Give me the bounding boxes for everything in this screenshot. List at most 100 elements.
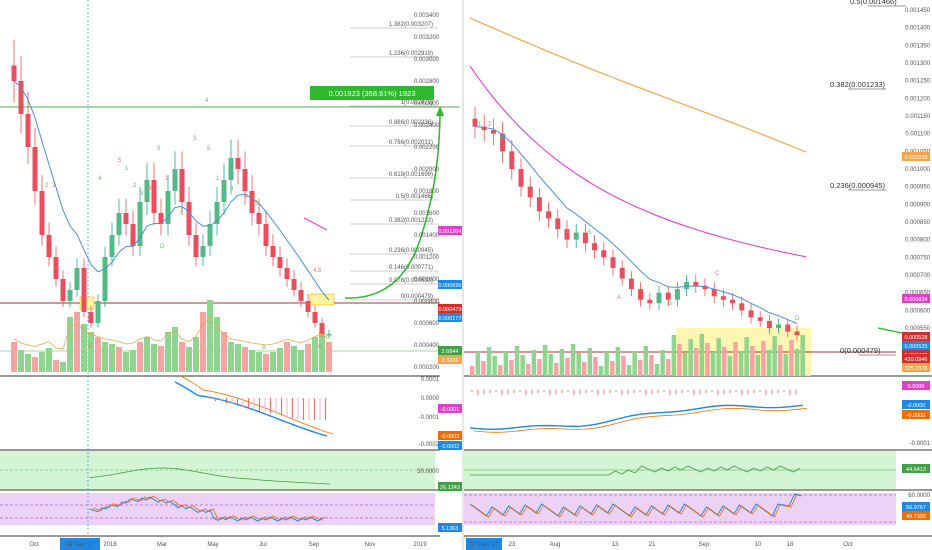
left-volume-bar (116, 347, 122, 372)
right-fib-labels: 0.5(0.001466) 0.382(0.001233) 0.236(0.0009… (830, 0, 906, 356)
left-time-cursor-label: 04 Dec '17 (66, 542, 95, 548)
right-candle-body (766, 320, 772, 328)
left-volume-bar (102, 342, 108, 372)
right-volume-bar (744, 337, 749, 376)
left-candle-body (249, 191, 255, 213)
left-value-badge-text: 2.3226 (442, 358, 459, 364)
left-time-tick: Jul (259, 542, 267, 548)
left-price-tick: 0.001800 (414, 189, 440, 195)
left-candle-body (165, 191, 171, 224)
right-time-tick: Oct (843, 542, 853, 548)
left-candle-body (158, 213, 164, 224)
left-candle-body (256, 213, 262, 224)
left-candle-body (242, 169, 248, 191)
left-volume-bar (319, 332, 325, 372)
right-volume-bar (498, 365, 503, 376)
left-value-badge-text: -0.0002 (441, 434, 460, 440)
right-volume-bar (486, 347, 492, 376)
right-volume-bar (671, 335, 677, 376)
left-wave-count-label: A (88, 344, 92, 350)
left-fib-label: 0.078(0.000633) (389, 278, 433, 284)
left-wave-count-label: 4 (98, 176, 102, 182)
left-wave-count-label: 3 (52, 183, 56, 189)
right-price-tick: 0.001350 (905, 43, 931, 49)
right-volume-bar (492, 356, 497, 376)
left-volume-bar (46, 348, 52, 372)
left-candle-body (39, 191, 45, 235)
left-volume-bar (123, 352, 129, 372)
left-chart-pane[interactable]: 1.382(0.003207) 1.236(0.002919) 1(0.002475… (0, 0, 462, 550)
right-rsi-signal-line (471, 494, 803, 518)
left-candle-body (25, 114, 31, 147)
right-volume-bar (598, 366, 604, 376)
left-volume-ma-line (13, 317, 330, 350)
left-value-badge-text: 26.1243 (440, 485, 460, 491)
left-wave-count-label: 2 (180, 208, 184, 214)
right-green-arrow-line (877, 327, 903, 334)
left-macd-tick: -0.0001 (419, 415, 440, 421)
left-volume-bar (18, 350, 24, 372)
left-candle-body (11, 65, 17, 81)
right-candle-body (647, 299, 653, 304)
left-macd-line (174, 381, 328, 437)
left-candles (11, 39, 332, 338)
right-adx-line (470, 465, 801, 476)
right-candle-body (518, 169, 524, 187)
left-price-tick: 0.003200 (414, 35, 440, 41)
left-wave-count-label: 5 (207, 146, 211, 152)
right-fib-label: 0.5(0.001466) (850, 0, 897, 6)
left-volume-bar (172, 327, 178, 372)
projection-arrow (344, 109, 441, 299)
left-volume-bar (298, 350, 304, 372)
left-candle-body (81, 268, 87, 312)
right-chart-pane[interactable]: 0.5(0.001466) 0.382(0.001233) 0.236(0.0009… (464, 0, 932, 550)
right-value-badge-text: 0.0000 (908, 384, 925, 390)
right-candle-body (674, 289, 680, 300)
left-macd-histogram (209, 398, 327, 420)
left-wave-count-label: 2 (45, 183, 49, 189)
right-candle-body (481, 126, 487, 131)
left-wave-count-label: 1 (125, 166, 129, 172)
right-volume-bar (783, 354, 789, 376)
right-value-badge (902, 381, 930, 390)
right-price-tick: 0.001200 (905, 96, 931, 102)
left-wave-count-label: 1 (216, 176, 220, 182)
left-value-badge (438, 482, 462, 491)
right-volume-bar (615, 347, 621, 376)
right-candle-body (527, 186, 533, 198)
left-candle-body (102, 257, 108, 301)
right-candle-body (656, 292, 662, 304)
right-volume-bar (554, 363, 559, 376)
right-volume-bar (537, 359, 542, 376)
right-price-tick: 0.000800 (905, 238, 931, 244)
right-macd-histogram (471, 390, 797, 395)
right-time-tick: 23 (509, 542, 516, 548)
right-time-axis[interactable]: 23 Aug 13 21 Sep 10 18 Oct 07 Dec '17 (466, 538, 853, 550)
left-macd-tick: 0.0000 (421, 396, 440, 402)
right-candle-body (720, 296, 726, 300)
left-volume-bar (256, 352, 262, 372)
right-value-badge-text: 0.000834 (905, 297, 928, 303)
right-price-tick: 0.000750 (905, 255, 931, 261)
left-price-tick: 0.001200 (414, 255, 440, 261)
left-fib-label: 0.786(0.002031) (389, 140, 433, 146)
left-price-axis[interactable]: 0.003400 0.003200 0.003000 0.002800 0.002600… (414, 13, 440, 475)
left-wave-count-label: 5 (255, 201, 259, 207)
right-price-axis[interactable]: 0.001450 0.001400 0.001350 0.001300 0.001250… (905, 8, 931, 499)
left-time-axis[interactable]: Oct 2018 Mar May Jul Sep Nov 2019 04 Dec '17 (29, 538, 427, 550)
right-signal-line (473, 407, 808, 433)
left-wave-count-label: D (160, 244, 165, 250)
left-volume-bar (221, 332, 227, 372)
left-candle-body (74, 268, 80, 290)
left-volume-bar (158, 346, 164, 372)
measure-label: 0.001923 (358.61%) 1923 (329, 89, 416, 98)
left-candle-body (186, 202, 192, 235)
right-value-badge-text: 56.9767 (906, 505, 926, 511)
right-value-badge-text: 0.001039 (905, 155, 928, 161)
right-price-tick: 0.001400 (905, 26, 931, 32)
left-wave-count-label: 2 (133, 183, 137, 189)
right-time-tick: 10 (755, 542, 762, 548)
left-candle-body (193, 235, 199, 257)
left-time-tick: Mar (157, 542, 167, 548)
